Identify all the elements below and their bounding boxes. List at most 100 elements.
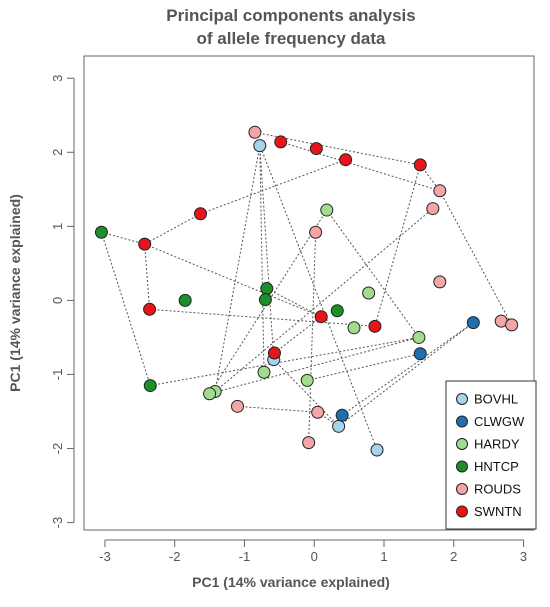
data-point-hardy (362, 286, 376, 300)
connection-line (341, 322, 474, 416)
connection-line (439, 190, 513, 326)
data-point-bovhl (332, 419, 346, 433)
data-point-clwgw (466, 316, 480, 330)
data-point-swntn (314, 310, 328, 324)
connection-line (100, 232, 151, 386)
connection-line (214, 145, 261, 392)
data-point-rouds (426, 202, 440, 216)
connection-line (150, 336, 419, 387)
y-tick-label: 1 (50, 223, 65, 230)
legend-marker-hntcp (456, 460, 468, 473)
chart-title-line-1: Principal components analysis (166, 6, 415, 25)
chart-title-line-2: of allele frequency data (197, 29, 386, 48)
data-point-clwgw (335, 408, 349, 422)
connection-line (266, 288, 322, 318)
data-point-hntcp (178, 293, 192, 307)
y-tick-label: 0 (50, 297, 65, 304)
data-point-swntn (143, 302, 157, 316)
y-tick-label: 3 (50, 75, 65, 82)
connection-line (307, 353, 421, 381)
legend-label-rouds: ROUDS (474, 482, 521, 497)
data-point-rouds (248, 125, 262, 139)
x-tick-label: 0 (311, 549, 318, 564)
data-point-hntcp (258, 293, 272, 307)
legend-box (445, 380, 537, 530)
connection-line (254, 132, 378, 451)
y-tick-label: 2 (50, 149, 65, 156)
connection-line (274, 316, 322, 354)
data-point-hardy (300, 373, 314, 387)
legend-marker-bovhl (456, 393, 468, 405)
data-point-hardy (320, 203, 334, 217)
legend-label-hardy: HARDY (474, 437, 520, 452)
data-point-hardy (347, 321, 361, 335)
connection-line (144, 243, 322, 318)
data-point-swntn (274, 135, 288, 149)
data-point-swntn (309, 142, 323, 156)
connection-line (308, 232, 317, 443)
connection-line (209, 336, 420, 395)
legend-marker-swntn (456, 505, 468, 518)
connection-line (149, 308, 375, 327)
data-point-rouds (505, 318, 519, 332)
y-tick-label: -2 (50, 443, 65, 455)
x-tick-label: -1 (239, 549, 251, 564)
legend-label-clwgw: CLWGW (474, 414, 525, 429)
connection-line (326, 209, 420, 338)
legend-marker-hardy (456, 438, 468, 450)
connection-line (237, 405, 318, 413)
data-point-hntcp (330, 304, 344, 318)
data-point-rouds (311, 405, 325, 419)
legend-marker-clwgw (456, 415, 468, 428)
legend: BOVHL CLWGW HARDY HNTCP ROUDS SWNTN (445, 380, 537, 530)
connection-line (144, 244, 151, 310)
data-point-clwgw (413, 347, 427, 361)
data-point-swntn (267, 346, 281, 360)
connection-line (144, 213, 201, 245)
data-point-swntn (413, 158, 427, 172)
connection-line (101, 231, 145, 245)
data-point-rouds (302, 436, 316, 450)
connection-line (200, 159, 346, 215)
data-point-bovhl (253, 139, 267, 153)
data-point-hardy (257, 365, 271, 379)
data-point-hntcp (94, 225, 108, 239)
legend-marker-rouds (456, 483, 468, 495)
data-point-hardy (203, 387, 217, 401)
data-point-swntn (368, 319, 382, 333)
data-point-swntn (138, 237, 152, 251)
data-point-rouds (433, 275, 447, 289)
x-tick-label: 2 (450, 549, 457, 564)
data-point-hardy (412, 330, 426, 344)
y-axis: -3 -2 -1 0 1 2 3 (50, 75, 75, 529)
data-point-hntcp (260, 282, 274, 296)
y-tick-label: -3 (50, 517, 65, 529)
data-point-rouds (433, 184, 447, 198)
data-point-swntn (339, 153, 353, 167)
data-point-rouds (230, 399, 244, 413)
legend-label-swntn: SWNTN (474, 504, 522, 519)
data-point-hntcp (143, 379, 157, 393)
y-tick-label: -1 (50, 369, 65, 381)
connection-line (338, 322, 474, 427)
y-axis-label: PC1 (14% variance explained) (7, 194, 23, 392)
data-point-swntn (194, 207, 208, 221)
x-tick-label: -3 (99, 549, 111, 564)
connection-line (374, 164, 421, 327)
connection-line (214, 208, 434, 392)
data-points (94, 125, 519, 457)
legend-label-bovhl: BOVHL (474, 392, 518, 407)
x-axis-label: PC1 (14% variance explained) (192, 574, 390, 590)
x-tick-label: 1 (380, 549, 387, 564)
x-tick-label: -2 (169, 549, 181, 564)
connection-line (259, 145, 275, 360)
connection-line (273, 359, 340, 427)
data-point-rouds (309, 225, 323, 239)
data-point-bovhl (370, 443, 384, 457)
connection-line (259, 145, 265, 373)
x-axis: -3 -2 -1 0 1 2 3 (99, 539, 527, 564)
legend-label-hntcp: HNTCP (474, 459, 519, 474)
x-tick-label: 3 (520, 549, 527, 564)
